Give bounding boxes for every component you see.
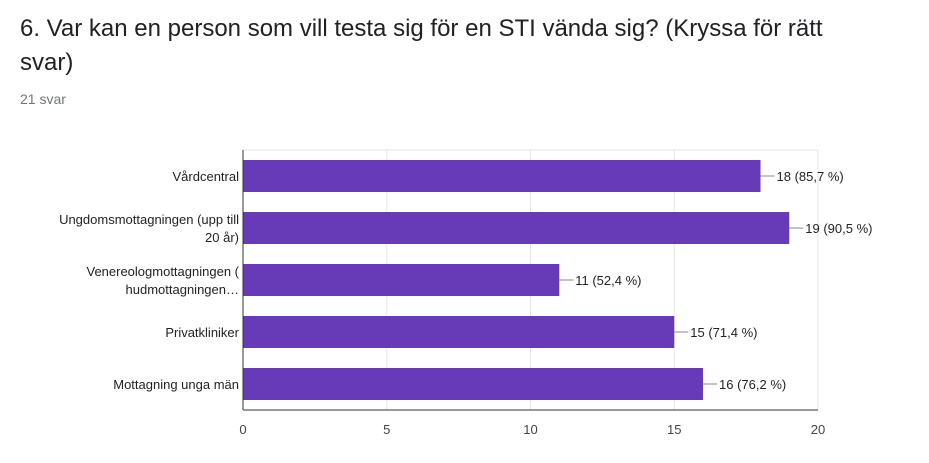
x-tick-label: 20 (811, 422, 825, 437)
bars (243, 160, 790, 400)
data-label: 11 (52,4 %) (575, 273, 641, 288)
bar[interactable] (243, 212, 790, 244)
category-label: Ungdomsmottagningen (upp till 20 år) (59, 212, 239, 245)
category-label: Venereologmottagningen (hudmottagningen… (86, 264, 239, 297)
bar[interactable] (243, 316, 675, 348)
category-label: Mottagning unga män (113, 377, 239, 392)
category-label: Vårdcentral (173, 169, 240, 184)
data-label: 16 (76,2 %) (719, 377, 786, 392)
x-tick-label: 15 (667, 422, 681, 437)
data-label: 15 (71,4 %) (690, 325, 757, 340)
bar[interactable] (243, 264, 560, 296)
data-label: 18 (85,7 %) (777, 169, 844, 184)
grid-lines (243, 149, 819, 410)
bar[interactable] (243, 160, 761, 192)
response-count: 21 svar (20, 91, 66, 107)
data-label: 19 (90,5 %) (805, 221, 872, 236)
bar[interactable] (243, 368, 703, 400)
x-tick-label: 5 (383, 422, 390, 437)
x-tick-label: 10 (523, 422, 537, 437)
labels: 0 5 10 15 20 18 (85,7 %) Vårdcentral 19 (90,5 %… (59, 169, 872, 437)
axes (242, 150, 818, 411)
category-label: Privatkliniker (165, 325, 239, 340)
x-tick-label: 0 (239, 422, 246, 437)
question-title: 6. Var kan en person som vill testa sig … (20, 15, 823, 76)
